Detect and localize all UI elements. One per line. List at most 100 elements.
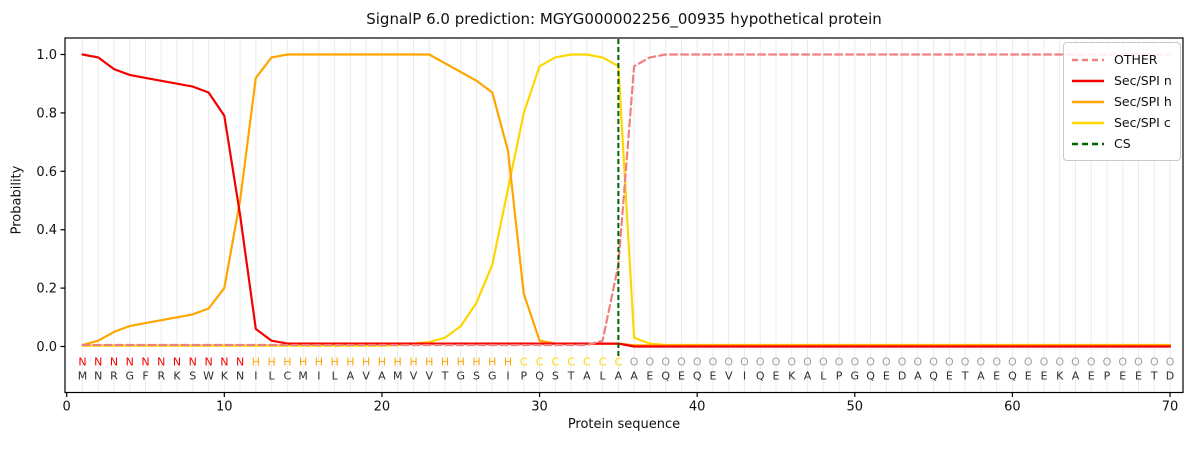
region-label: C [520,356,528,369]
residue-letter: S [552,370,559,383]
region-label: C [599,356,607,369]
residue-letter: Q [929,370,938,383]
residue-letter: A [1072,370,1080,383]
region-label: N [126,356,134,369]
region-label: H [252,356,260,369]
residue-letter: L [332,370,339,383]
region-label: O [882,356,891,369]
region-label: O [803,356,812,369]
residue-letter: A [347,370,355,383]
residue-letter: D [898,370,906,383]
region-label: O [1008,356,1017,369]
residue-letter: P [1104,370,1111,383]
region-label: H [488,356,496,369]
residue-letter: G [851,370,860,383]
region-label: H [394,356,402,369]
region-label: H [409,356,417,369]
region-label: O [977,356,986,369]
y-tick-label: 0.0 [36,340,57,355]
region-label: O [866,356,875,369]
x-tick-label: 10 [216,400,233,415]
region-label: H [362,356,370,369]
residue-letter: E [883,370,890,383]
y-tick-label: 0.4 [36,223,57,238]
x-tick-label: 20 [374,400,391,415]
region-label: O [661,356,670,369]
residue-letter: P [836,370,843,383]
residue-letter: E [773,370,780,383]
y-tick-label: 0.8 [36,106,57,121]
region-label: O [1071,356,1080,369]
residue-letter: E [1119,370,1126,383]
residue-letter: A [977,370,985,383]
region-label: N [204,356,212,369]
x-tick-label: 50 [847,400,864,415]
region-label: O [992,356,1001,369]
residue-letter: E [1135,370,1142,383]
residue-letter: A [378,370,386,383]
region-label: O [630,356,639,369]
region-label: N [94,356,102,369]
residue-letter: K [1056,370,1064,383]
residue-letter: D [1166,370,1174,383]
region-label: N [220,356,228,369]
x-axis-label: Protein sequence [567,417,681,432]
region-label: O [1134,356,1143,369]
region-label: O [1166,356,1175,369]
region-label: O [740,356,749,369]
region-label: O [693,356,702,369]
region-label: O [646,356,655,369]
residue-letter: E [646,370,653,383]
legend-swatch [1072,79,1104,82]
region-label: C [551,356,559,369]
residue-letter: M [393,370,403,383]
residue-letter: E [993,370,1000,383]
region-label: O [850,356,859,369]
region-label: O [756,356,765,369]
residue-letter: R [110,370,118,383]
region-label: O [929,356,938,369]
residue-letter: A [804,370,812,383]
region-label: O [835,356,844,369]
residue-letter: T [961,370,969,383]
legend-item-sec-spi-n: Sec/SPI n [1071,70,1180,91]
residue-letter: Q [661,370,670,383]
residue-letter: E [946,370,953,383]
region-label: H [267,356,275,369]
residue-letter: L [269,370,276,383]
region-label: H [425,356,433,369]
series-line-sec-spi-c [81,53,1172,347]
x-tick-label: 0 [63,400,71,415]
residue-letter: E [678,370,685,383]
legend-label: Sec/SPI c [1114,115,1171,130]
residue-letter: E [1088,370,1095,383]
residue-letter: T [1150,370,1158,383]
residue-letter: V [410,370,418,383]
residue-letter: C [284,370,292,383]
residue-letter: T [567,370,575,383]
region-label: O [1087,356,1096,369]
residue-letter: V [362,370,370,383]
region-label: O [1103,356,1112,369]
residue-letter: S [189,370,196,383]
region-label: N [157,356,165,369]
residue-letter: N [94,370,102,383]
residue-letter: K [221,370,229,383]
x-tick-label: 40 [689,400,706,415]
legend-label: CS [1114,136,1131,151]
residue-letter: A [615,370,623,383]
region-label: H [457,356,465,369]
y-tick-label: 0.6 [36,165,57,180]
residue-letter: K [788,370,796,383]
residue-letter: I [254,370,257,383]
residue-letter: V [425,370,433,383]
region-label: O [819,356,828,369]
residue-letter: P [520,370,527,383]
region-label: H [315,356,323,369]
residue-letter: Q [866,370,875,383]
residue-letter: T [441,370,449,383]
legend-swatch [1072,142,1104,145]
residue-letter: G [456,370,465,383]
